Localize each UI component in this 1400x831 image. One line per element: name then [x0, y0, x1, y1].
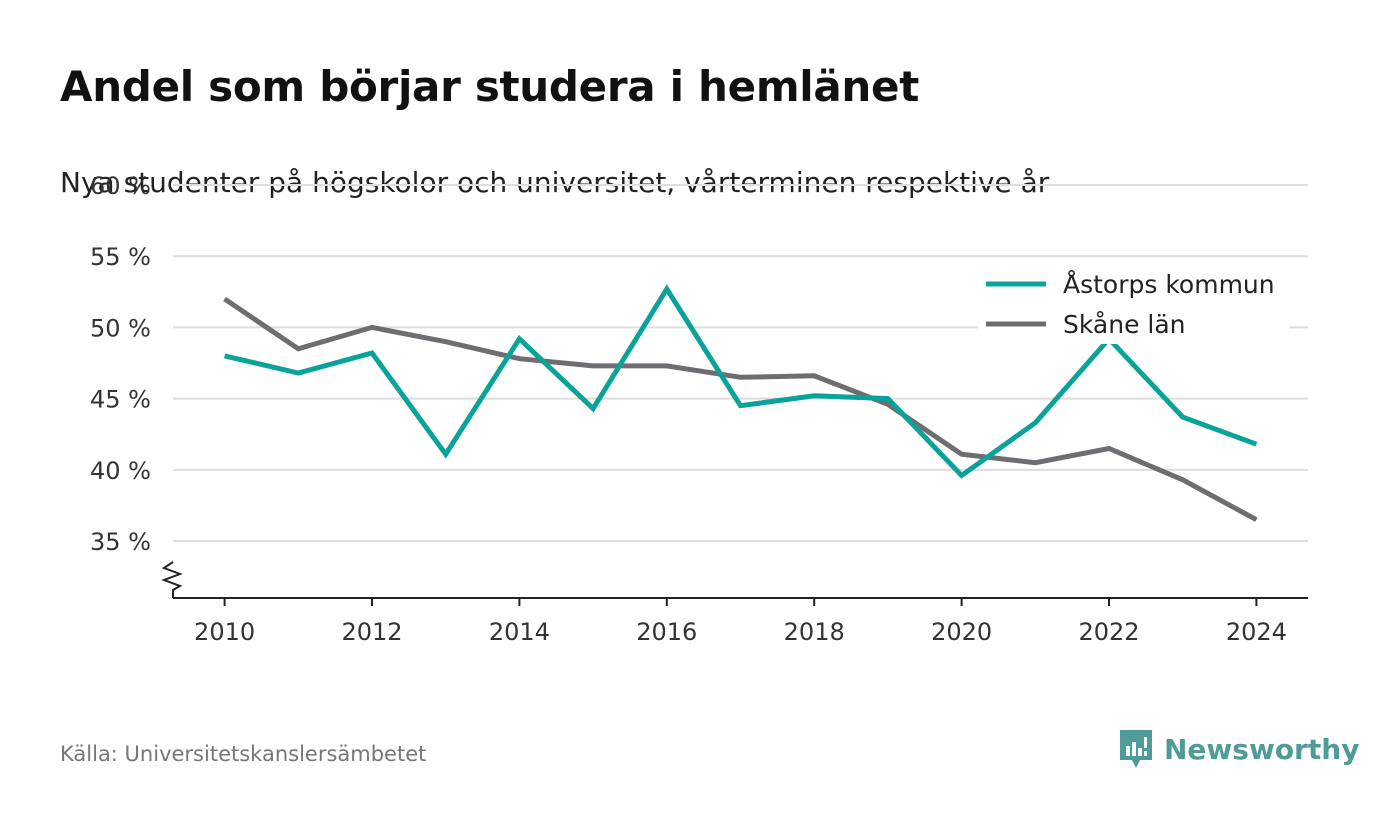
source-note: Källa: Universitetskanslersämbetet — [60, 742, 427, 766]
x-tick-label: 2016 — [636, 618, 697, 646]
brand-logo: Newsworthy — [1118, 728, 1359, 770]
x-tick-label: 2010 — [194, 618, 255, 646]
y-tick-label: 40 % — [90, 457, 151, 485]
legend-label-2: Skåne län — [1063, 310, 1186, 339]
newsworthy-logo-icon — [1120, 730, 1152, 768]
legend-box — [978, 262, 1290, 344]
line-chart: 35 % 40 % 45 % 50 % 55 % 60 % 2010 2012 2014 2016… — [90, 172, 1308, 646]
y-tick-label: 50 % — [90, 314, 151, 342]
series-line-2 — [223, 296, 1258, 522]
x-tick-label: 2020 — [931, 618, 992, 646]
brand-name: Newsworthy — [1164, 732, 1360, 766]
x-tick-label: 2012 — [341, 618, 402, 646]
y-tick-label: 55 % — [90, 243, 151, 271]
x-tick-label: 2014 — [489, 618, 550, 646]
y-tick-label: 35 % — [90, 528, 151, 556]
x-tick-label: 2024 — [1226, 618, 1287, 646]
series-line-1 — [224, 284, 1258, 479]
chart-title: Andel som börjar studera i hemlänet — [60, 62, 919, 111]
legend-label-1: Åstorps kommun — [1063, 270, 1275, 299]
y-axis-break — [161, 561, 183, 598]
x-tick-label: 2022 — [1078, 618, 1139, 646]
chart-subtitle: Nya studenter på högskolor och universit… — [60, 166, 1050, 199]
y-tick-label: 60 % — [90, 172, 151, 200]
y-tick-label: 45 % — [90, 386, 151, 414]
x-tick-label: 2018 — [784, 618, 845, 646]
